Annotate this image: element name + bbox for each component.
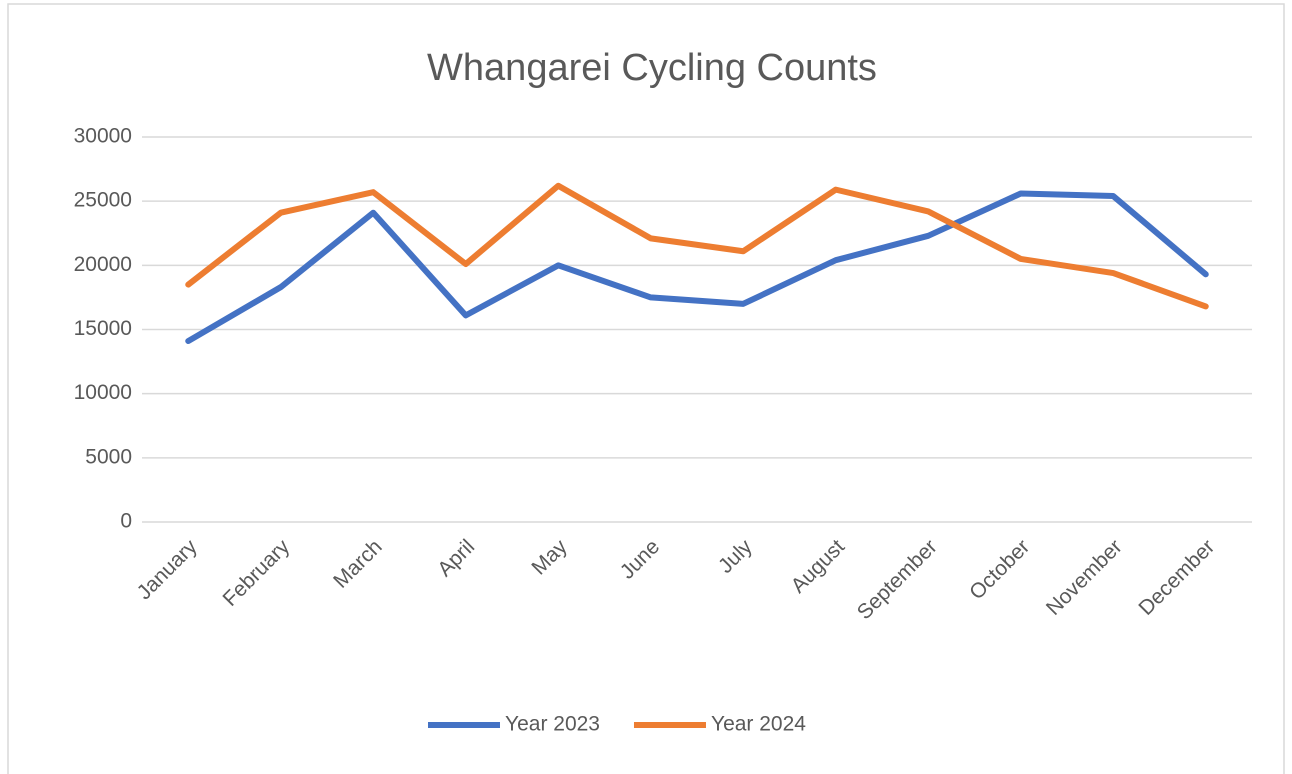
y-tick-label: 10000 <box>74 381 132 404</box>
y-tick-label: 20000 <box>74 253 132 276</box>
chart-title: Whangarei Cycling Counts <box>427 47 877 89</box>
series-line <box>185 190 1209 345</box>
y-tick-label: 15000 <box>74 317 132 340</box>
series-line <box>185 182 1209 310</box>
y-tick-label: 5000 <box>85 445 132 468</box>
y-tick-label: 25000 <box>74 189 132 212</box>
y-tick-label: 0 <box>120 510 132 533</box>
legend-label: Year 2024 <box>711 713 806 736</box>
legend-label: Year 2023 <box>505 713 600 736</box>
chart-frame <box>7 3 1285 774</box>
y-tick-label: 30000 <box>74 125 132 148</box>
